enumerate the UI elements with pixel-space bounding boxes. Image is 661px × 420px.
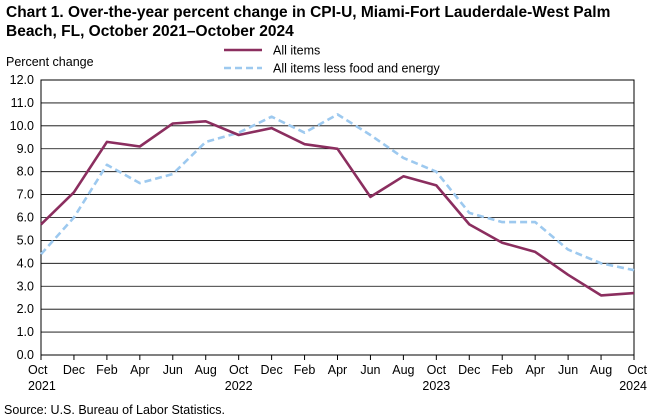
y-tick-label: 6.0	[17, 211, 34, 225]
y-tick-label: 2.0	[17, 302, 34, 316]
x-tick-label: Oct	[427, 363, 447, 377]
x-tick-label: Aug	[195, 363, 217, 377]
x-tick-label: Oct	[628, 363, 648, 377]
y-tick-label: 5.0	[17, 233, 34, 247]
x-tick-label: Aug	[590, 363, 612, 377]
x-tick-year-label: 2022	[225, 379, 253, 393]
legend: All items All items less food and energy	[224, 44, 441, 76]
series-line-all-items	[40, 120, 635, 297]
y-tick-label: 1.0	[17, 325, 34, 339]
x-tick-label: Apr	[525, 363, 544, 377]
source-note: Source: U.S. Bureau of Labor Statistics.	[4, 403, 225, 417]
chart-title: Chart 1. Over-the-year percent change in…	[6, 3, 656, 41]
y-tick-label: 4.0	[17, 256, 34, 270]
x-tick-label: Oct	[28, 363, 48, 377]
y-tick-label: 3.0	[17, 279, 34, 293]
gridlines	[41, 79, 634, 333]
x-tick-label: Dec	[63, 363, 85, 377]
y-tick-label: 0.0	[17, 348, 34, 362]
x-tick-label: Jun	[558, 363, 578, 377]
y-tick-label: 12.0	[10, 73, 34, 87]
y-tick-label: 7.0	[17, 188, 34, 202]
y-axis-label: Percent change	[6, 55, 94, 69]
x-tick-label: Feb	[294, 363, 316, 377]
x-tick-year-label: 2021	[28, 379, 56, 393]
y-tick-label: 9.0	[17, 142, 34, 156]
x-tick-label: Jun	[360, 363, 380, 377]
x-tick-label: Feb	[96, 363, 118, 377]
x-tick-label: Dec	[260, 363, 282, 377]
axes: 0.0 1.0 2.0 3.0 4.0 5.0 6.0 7.0 8.0 9.0 10.0 11.0 12…	[10, 73, 648, 393]
legend-label-core: All items less food and energy	[273, 62, 441, 76]
x-tick-label: Aug	[392, 363, 414, 377]
y-tick-label: 10.0	[10, 119, 34, 133]
series-line-core	[40, 113, 635, 272]
y-tick-label: 8.0	[17, 165, 34, 179]
x-tick-label: Feb	[491, 363, 513, 377]
y-tick-label: 11.0	[11, 96, 34, 110]
x-tick-label: Oct	[229, 363, 249, 377]
x-tick-year-label: 2024	[619, 379, 647, 393]
chart-title-line-1: Chart 1. Over-the-year percent change in…	[6, 4, 611, 21]
x-tick-label: Apr	[130, 363, 149, 377]
x-tick-year-label: 2023	[422, 379, 450, 393]
series-lines	[40, 113, 635, 297]
x-tick-label: Jun	[163, 363, 183, 377]
chart-title-line-2: Beach, FL, October 2021–October 2024	[6, 23, 294, 40]
x-tick-label: Dec	[458, 363, 480, 377]
x-tick-label: Apr	[328, 363, 347, 377]
legend-label-all-items: All items	[273, 44, 320, 58]
